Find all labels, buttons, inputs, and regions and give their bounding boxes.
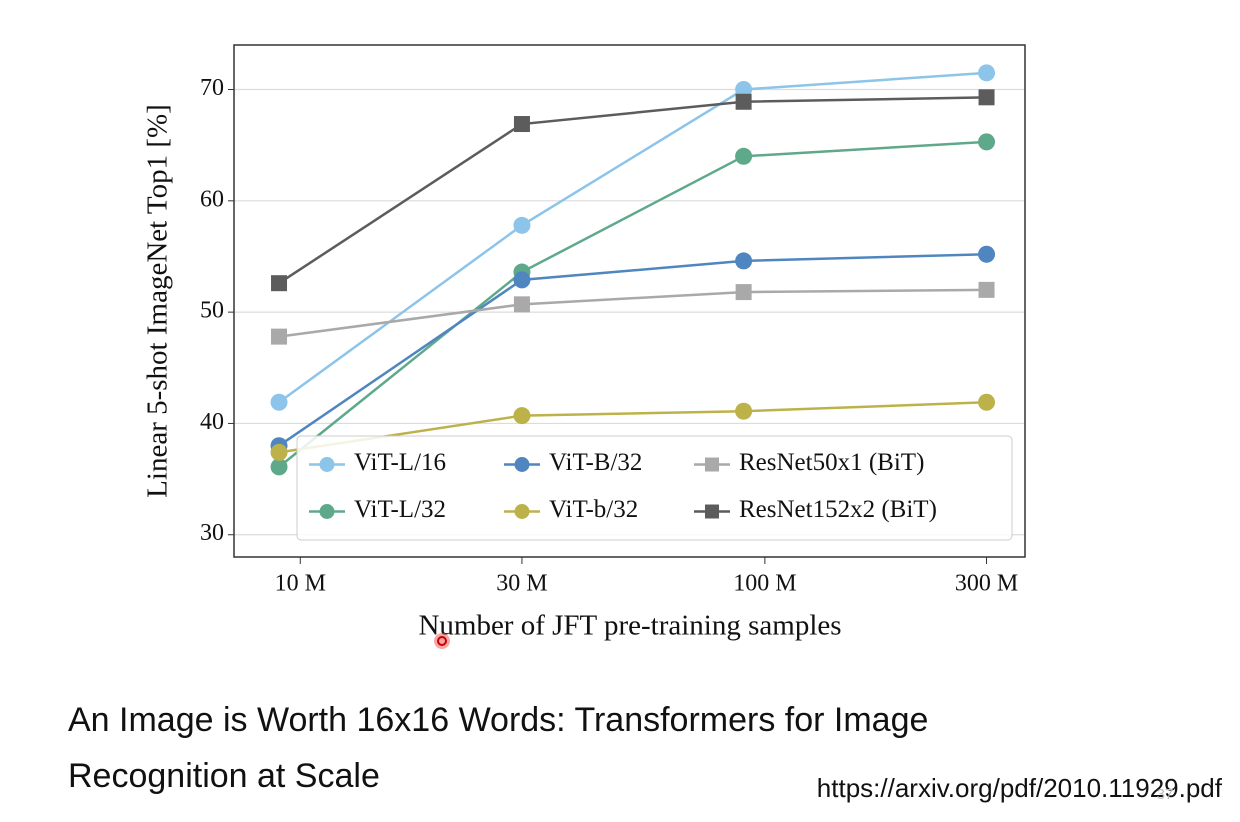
legend-label: ViT-B/32: [549, 449, 642, 476]
x-tick-label: 300 M: [955, 571, 1018, 597]
slide-number: 37: [1157, 786, 1174, 803]
legend-label: ViT-L/32: [354, 496, 446, 523]
series-line: [278, 401, 987, 454]
marker: [735, 147, 753, 165]
legend-marker: [514, 457, 530, 472]
legend-marker: [705, 457, 719, 472]
marker: [513, 271, 531, 289]
legend-label: ViT-L/16: [354, 449, 446, 476]
marker: [513, 116, 530, 133]
series-line: [278, 288, 987, 338]
marker: [735, 252, 753, 270]
x-tick-label: 30 M: [496, 571, 547, 597]
marker: [978, 281, 995, 298]
marker: [735, 284, 752, 301]
caption-line: Recognition at Scale: [68, 757, 380, 795]
marker: [270, 458, 288, 476]
marker: [978, 89, 995, 106]
marker: [271, 328, 288, 345]
marker: [978, 64, 996, 82]
caption-line: An Image is Worth 16x16 Words: Transform…: [68, 701, 928, 739]
marker: [513, 407, 531, 425]
legend-label: ViT-b/32: [549, 496, 638, 523]
marker: [978, 245, 996, 263]
plot-frame: [233, 44, 1026, 558]
legend-marker: [319, 457, 335, 472]
cursor: [437, 636, 447, 646]
marker: [270, 443, 288, 461]
series-line: [278, 71, 987, 404]
y-tick-label: 30: [200, 520, 224, 546]
marker: [978, 393, 996, 411]
cursor: [434, 633, 450, 649]
legend-marker: [319, 504, 335, 519]
y-tick-label: 40: [200, 409, 224, 435]
series-line: [278, 140, 987, 468]
legend-box: [296, 435, 1013, 541]
x-tick-label: 10 M: [275, 571, 326, 597]
y-tick-label: 50: [200, 298, 224, 324]
source-url: https://arxiv.org/pdf/2010.11929.pdf: [817, 773, 1223, 803]
marker: [978, 133, 996, 151]
marker: [513, 296, 530, 313]
y-axis-label: Linear 5-shot ImageNet Top1 [%]: [142, 104, 174, 498]
marker: [271, 275, 288, 292]
marker: [513, 216, 531, 234]
marker: [735, 93, 752, 110]
legend: ViT-L/16 ViT-L/32 ViT-B/32 ViT-b/32 ResNet50…: [296, 435, 1013, 541]
legend-label: ResNet50x1 (BiT): [739, 449, 924, 476]
y-tick-label: 70: [200, 75, 224, 101]
marker: [735, 402, 753, 420]
legend-marker: [705, 504, 719, 519]
legend-label: ResNet152x2 (BiT): [739, 496, 937, 523]
series-line: [278, 253, 987, 447]
marker: [270, 393, 288, 411]
series-line: [278, 96, 987, 285]
legend-marker: [514, 504, 530, 519]
x-tick-label: 100 M: [733, 571, 796, 597]
x-axis-label: Number of JFT pre-training samples: [418, 610, 841, 642]
y-tick-label: 60: [200, 186, 224, 212]
